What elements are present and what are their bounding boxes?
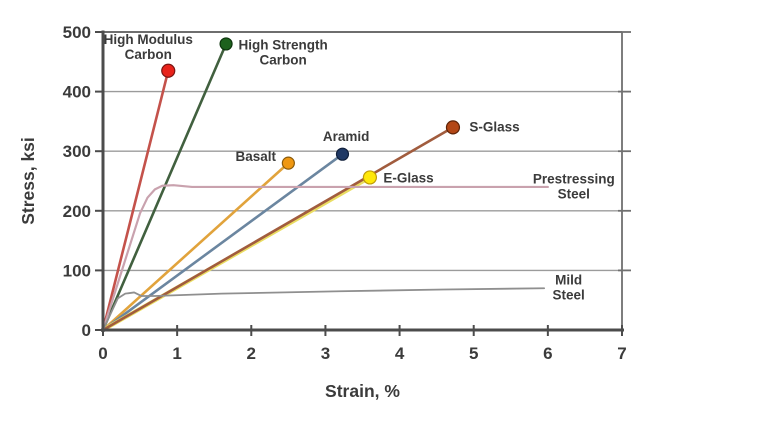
marker-high-modulus-carbon xyxy=(161,63,176,78)
series-line-aramid xyxy=(101,152,344,332)
series-line-mild-steel xyxy=(102,287,546,331)
y-tick-label: 0 xyxy=(82,321,91,340)
y-tick-label: 500 xyxy=(63,23,91,42)
x-tick-label: 2 xyxy=(247,344,256,363)
series-label-basalt: Basalt xyxy=(235,149,276,164)
series-label-line: Carbon xyxy=(260,53,307,68)
series-label-line: Basalt xyxy=(235,149,276,164)
series-label-line: Mild xyxy=(555,272,582,287)
x-tick-label: 7 xyxy=(617,344,626,363)
marker-basalt xyxy=(281,156,295,170)
series-label-line: Steel xyxy=(552,287,584,302)
gridlines xyxy=(103,31,622,272)
x-tick-label: 3 xyxy=(321,344,330,363)
series-line-basalt xyxy=(101,161,290,332)
series-line-high-modulus-carbon xyxy=(101,69,170,332)
series-label-line: Steel xyxy=(558,187,590,202)
x-tick-label: 1 xyxy=(172,344,181,363)
series-label-aramid: Aramid xyxy=(323,129,370,144)
marker-aramid xyxy=(335,147,350,161)
marker-e-glass xyxy=(362,170,378,185)
series-label-line: High Strength xyxy=(239,38,328,53)
series-line-high-strength-carbon xyxy=(101,42,228,332)
axes xyxy=(95,30,631,336)
y-tick-label: 300 xyxy=(63,142,91,161)
series-label-high-modulus-carbon: High Modulus Carbon xyxy=(104,32,193,62)
series-label-s-glass: S-Glass xyxy=(469,119,519,134)
series-label-line: E-Glass xyxy=(383,171,433,186)
series-lines xyxy=(101,42,549,332)
series-label-line: Carbon xyxy=(125,47,172,62)
series-label-high-strength-carbon: High Strength Carbon xyxy=(239,38,328,68)
x-tick-label: 0 xyxy=(98,344,107,363)
series-line-prestressing-steel xyxy=(101,184,549,332)
x-axis-title: Strain, % xyxy=(325,381,400,401)
series-label-e-glass: E-Glass xyxy=(383,171,433,186)
series-label-line: High Modulus xyxy=(104,32,193,47)
y-tick-label: 100 xyxy=(63,261,91,280)
y-tick-label: 400 xyxy=(63,83,91,102)
series-label-line: S-Glass xyxy=(469,119,519,134)
y-tick-label: 200 xyxy=(63,202,91,221)
x-tick-label: 6 xyxy=(543,344,552,363)
series-label-prestressing-steel: Prestressing Steel xyxy=(533,172,615,202)
series-markers xyxy=(161,37,461,185)
series-label-mild-steel: Mild Steel xyxy=(552,272,584,302)
x-tick-label: 5 xyxy=(469,344,478,363)
series-label-line: Prestressing xyxy=(533,172,615,187)
marker-high-strength-carbon xyxy=(219,37,233,51)
tick-labels: 0 1 2 3 4 5 6 7 0 100 200 300 400 500 xyxy=(63,23,627,363)
marker-s-glass xyxy=(445,120,461,135)
x-tick-label: 4 xyxy=(395,344,405,363)
series-line-s-glass xyxy=(101,126,455,332)
series-label-line: Aramid xyxy=(323,129,370,144)
y-axis-title: Stress, ksi xyxy=(18,137,38,225)
